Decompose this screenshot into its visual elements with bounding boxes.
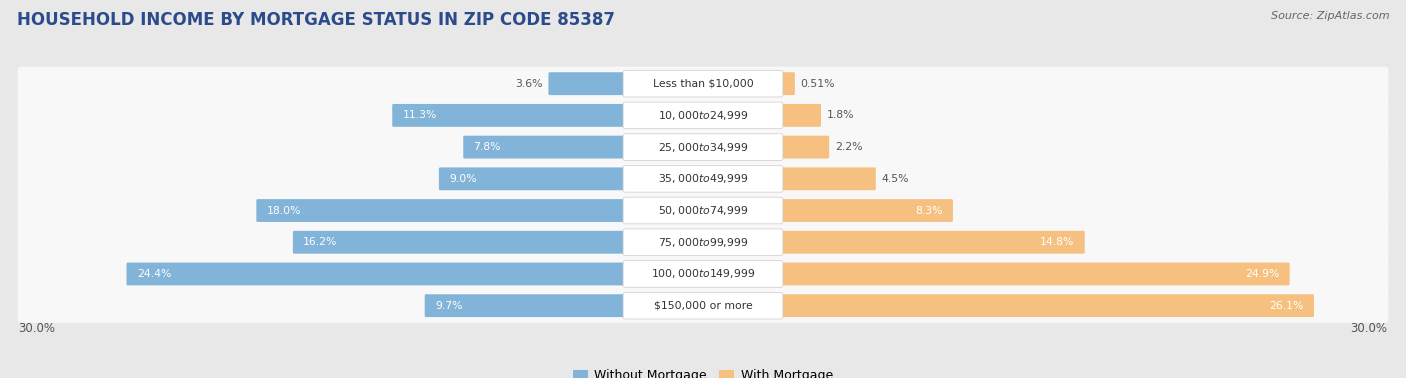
FancyBboxPatch shape	[782, 294, 1315, 317]
FancyBboxPatch shape	[623, 292, 783, 319]
Text: 14.8%: 14.8%	[1040, 237, 1074, 247]
FancyBboxPatch shape	[623, 102, 783, 129]
FancyBboxPatch shape	[782, 263, 1289, 285]
Text: 4.5%: 4.5%	[882, 174, 910, 184]
FancyBboxPatch shape	[623, 229, 783, 256]
FancyBboxPatch shape	[623, 261, 783, 287]
Text: 7.8%: 7.8%	[474, 142, 501, 152]
FancyBboxPatch shape	[392, 104, 624, 127]
FancyBboxPatch shape	[463, 136, 624, 158]
Text: $10,000 to $24,999: $10,000 to $24,999	[658, 109, 748, 122]
FancyBboxPatch shape	[782, 167, 876, 190]
Text: $100,000 to $149,999: $100,000 to $149,999	[651, 268, 755, 280]
Text: Less than $10,000: Less than $10,000	[652, 79, 754, 89]
Text: $75,000 to $99,999: $75,000 to $99,999	[658, 236, 748, 249]
FancyBboxPatch shape	[623, 166, 783, 192]
Text: 0.51%: 0.51%	[800, 79, 835, 89]
FancyBboxPatch shape	[782, 199, 953, 222]
Text: $25,000 to $34,999: $25,000 to $34,999	[658, 141, 748, 153]
Text: 2.2%: 2.2%	[835, 142, 862, 152]
FancyBboxPatch shape	[439, 167, 624, 190]
FancyBboxPatch shape	[17, 67, 1389, 101]
FancyBboxPatch shape	[17, 98, 1389, 133]
FancyBboxPatch shape	[17, 225, 1389, 259]
FancyBboxPatch shape	[425, 294, 624, 317]
Text: 9.7%: 9.7%	[434, 301, 463, 311]
FancyBboxPatch shape	[292, 231, 624, 254]
FancyBboxPatch shape	[782, 104, 821, 127]
Text: $50,000 to $74,999: $50,000 to $74,999	[658, 204, 748, 217]
Text: 16.2%: 16.2%	[304, 237, 337, 247]
Text: HOUSEHOLD INCOME BY MORTGAGE STATUS IN ZIP CODE 85387: HOUSEHOLD INCOME BY MORTGAGE STATUS IN Z…	[17, 11, 614, 29]
FancyBboxPatch shape	[782, 231, 1085, 254]
Legend: Without Mortgage, With Mortgage: Without Mortgage, With Mortgage	[568, 364, 838, 378]
Text: 9.0%: 9.0%	[450, 174, 477, 184]
FancyBboxPatch shape	[17, 288, 1389, 323]
Text: 24.4%: 24.4%	[136, 269, 172, 279]
Text: 1.8%: 1.8%	[827, 110, 855, 120]
FancyBboxPatch shape	[17, 162, 1389, 196]
FancyBboxPatch shape	[548, 72, 624, 95]
FancyBboxPatch shape	[17, 194, 1389, 228]
FancyBboxPatch shape	[623, 134, 783, 160]
FancyBboxPatch shape	[17, 130, 1389, 164]
Text: 11.3%: 11.3%	[402, 110, 437, 120]
FancyBboxPatch shape	[623, 70, 783, 97]
FancyBboxPatch shape	[256, 199, 624, 222]
Text: $35,000 to $49,999: $35,000 to $49,999	[658, 172, 748, 185]
Text: 30.0%: 30.0%	[18, 322, 56, 335]
FancyBboxPatch shape	[782, 72, 794, 95]
Text: 18.0%: 18.0%	[267, 206, 301, 215]
FancyBboxPatch shape	[623, 197, 783, 224]
Text: 3.6%: 3.6%	[515, 79, 543, 89]
Text: 30.0%: 30.0%	[1350, 322, 1388, 335]
Text: 24.9%: 24.9%	[1244, 269, 1279, 279]
Text: 8.3%: 8.3%	[915, 206, 942, 215]
Text: $150,000 or more: $150,000 or more	[654, 301, 752, 311]
Text: 26.1%: 26.1%	[1270, 301, 1303, 311]
FancyBboxPatch shape	[127, 263, 624, 285]
FancyBboxPatch shape	[17, 257, 1389, 291]
Text: Source: ZipAtlas.com: Source: ZipAtlas.com	[1271, 11, 1389, 21]
FancyBboxPatch shape	[782, 136, 830, 158]
